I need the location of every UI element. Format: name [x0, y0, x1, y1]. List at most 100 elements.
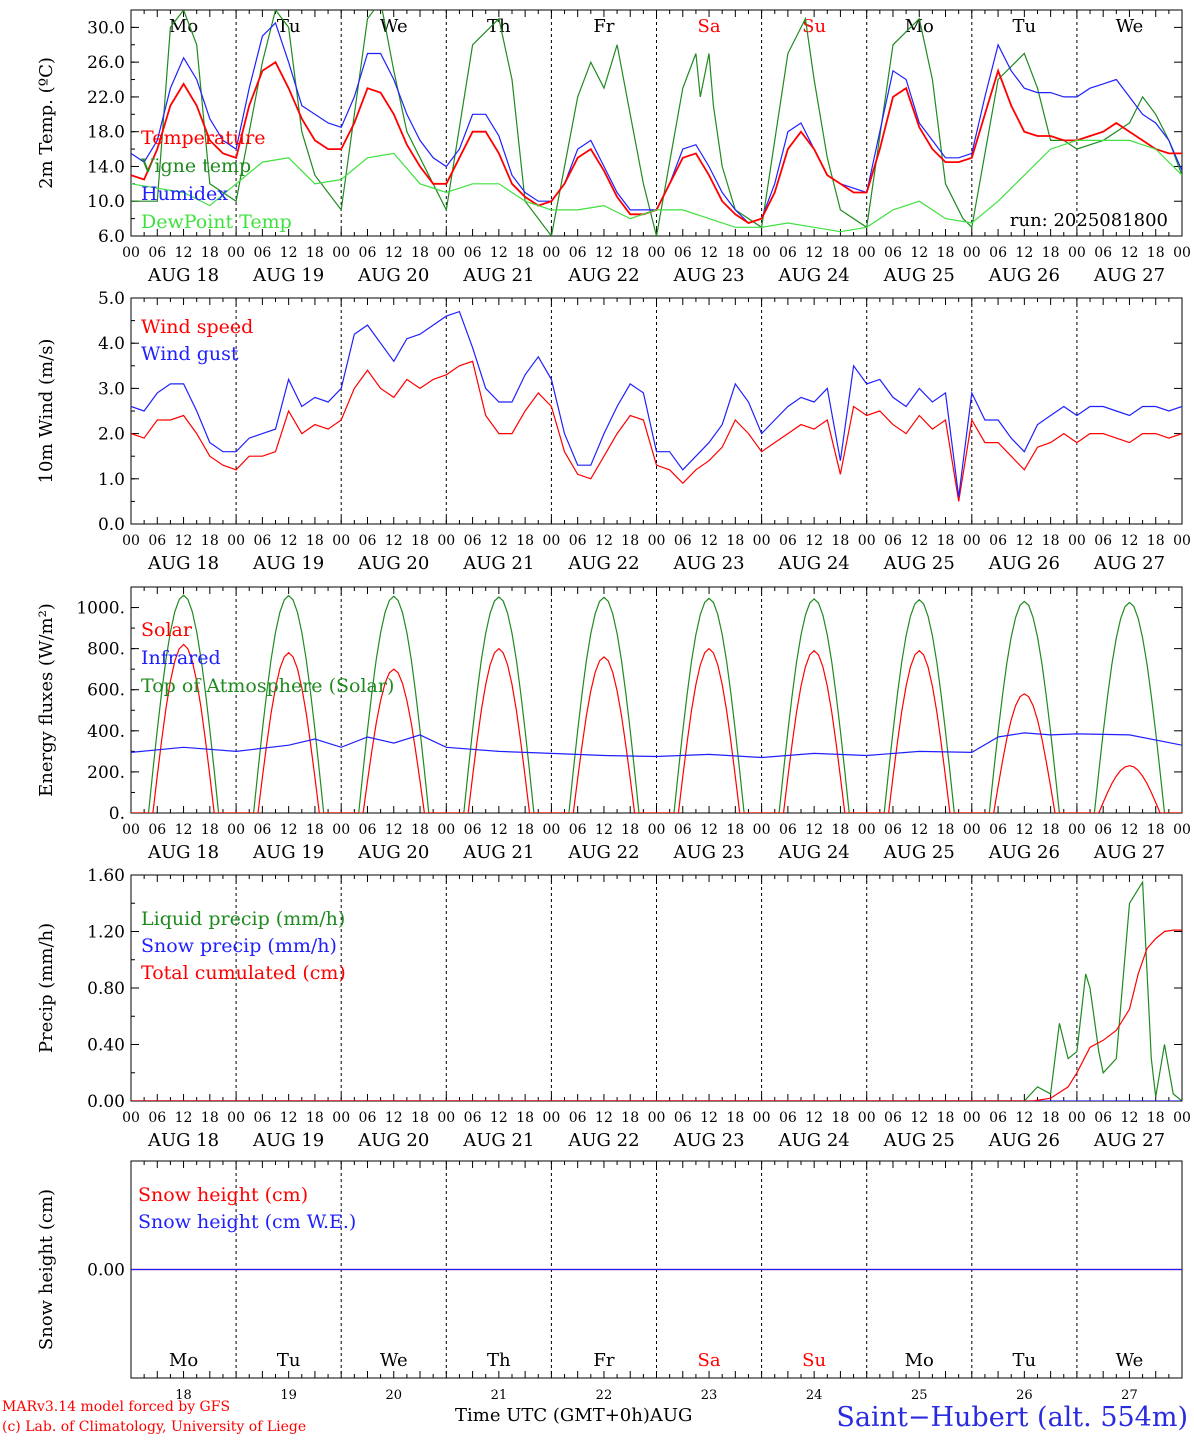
- x-hour-label: 06: [884, 533, 902, 549]
- x-hour-label: 18: [1147, 533, 1165, 549]
- lab-credit: (c) Lab. of Climatology, University of L…: [2, 1419, 307, 1435]
- legend-entry: Solar: [141, 619, 193, 641]
- day-of-week-label: Tu: [1013, 16, 1037, 37]
- x-hour-label: 00: [1068, 822, 1086, 838]
- day-number-label: 24: [806, 1388, 823, 1400]
- legend-entry: Liquid precip (mm/h): [141, 908, 345, 930]
- x-hour-label: 00: [437, 533, 455, 549]
- x-hour-label: 18: [937, 1110, 955, 1126]
- x-date-label: AUG 21: [462, 265, 534, 286]
- series-dewpoint-temp-line: [131, 139, 1182, 233]
- x-hour-label: 00: [227, 245, 245, 261]
- x-hour-label: 00: [1173, 533, 1191, 549]
- x-hour-label: 12: [490, 1110, 508, 1126]
- x-hour-label: 06: [253, 245, 271, 261]
- x-date-label: AUG 24: [778, 265, 850, 286]
- day-of-week-label: Su: [802, 1350, 826, 1371]
- series-infrared-line: [131, 732, 1182, 759]
- x-hour-label: 12: [700, 245, 718, 261]
- y-axis-label: Precip (mm/h): [36, 923, 57, 1053]
- legend-entry: Top of Atmosphere (Solar): [141, 675, 394, 697]
- x-hour-label: 18: [411, 1110, 429, 1126]
- x-hour-label: 18: [306, 245, 324, 261]
- day-number-label: 23: [701, 1388, 718, 1400]
- x-hour-label: 06: [779, 822, 797, 838]
- x-hour-label: 12: [910, 1110, 928, 1126]
- x-date-label: AUG 20: [357, 1130, 429, 1151]
- x-hour-label: 18: [937, 245, 955, 261]
- x-hour-label: 06: [359, 245, 377, 261]
- x-date-label: AUG 23: [672, 265, 744, 286]
- x-hour-label: 06: [674, 822, 692, 838]
- y-tick-label: 1.0: [98, 470, 125, 490]
- x-hour-label: 18: [411, 245, 429, 261]
- x-hour-label: 00: [963, 822, 981, 838]
- day-of-week-label: Fr: [593, 1350, 614, 1371]
- y-tick-label: 5.0: [98, 289, 125, 309]
- x-date-label: AUG 25: [883, 842, 955, 863]
- x-hour-label: 12: [700, 1110, 718, 1126]
- x-hour-label: 00: [963, 533, 981, 549]
- x-hour-label: 12: [910, 245, 928, 261]
- day-of-week-label: Mo: [169, 16, 198, 37]
- x-hour-label: 06: [359, 533, 377, 549]
- y-tick-label: 2.0: [98, 425, 125, 445]
- x-hour-label: 12: [1121, 533, 1139, 549]
- x-hour-label: 18: [937, 533, 955, 549]
- x-hour-label: 00: [332, 245, 350, 261]
- x-hour-label: 12: [805, 1110, 823, 1126]
- x-hour-label: 00: [753, 822, 771, 838]
- y-tick-label: 0.80: [87, 979, 125, 999]
- x-hour-label: 18: [832, 822, 850, 838]
- x-hour-label: 18: [201, 822, 219, 838]
- y-tick-label: 18.0: [87, 123, 125, 143]
- day-number-label: 21: [491, 1388, 508, 1400]
- y-tick-label: 22.0: [87, 88, 125, 108]
- x-date-label: AUG 25: [883, 1130, 955, 1151]
- x-date-label: AUG 20: [357, 553, 429, 574]
- x-hour-label: 00: [753, 1110, 771, 1126]
- x-hour-label: 06: [148, 822, 166, 838]
- x-hour-label: 18: [832, 1110, 850, 1126]
- day-of-week-label: Th: [487, 16, 511, 37]
- x-date-label: AUG 19: [252, 1130, 324, 1151]
- x-hour-label: 00: [227, 533, 245, 549]
- x-hour-label: 00: [648, 822, 666, 838]
- y-tick-label: 0.: [109, 804, 125, 824]
- x-hour-label: 06: [464, 822, 482, 838]
- x-hour-label: 12: [1015, 822, 1033, 838]
- x-date-label: AUG 26: [988, 553, 1060, 574]
- x-date-label: AUG 27: [1093, 553, 1165, 574]
- x-hour-label: 00: [963, 245, 981, 261]
- x-hour-label: 12: [280, 245, 298, 261]
- x-hour-label: 06: [674, 533, 692, 549]
- x-hour-label: 06: [464, 245, 482, 261]
- x-hour-label: 12: [175, 1110, 193, 1126]
- x-date-label: AUG 27: [1093, 842, 1165, 863]
- legend-entry: Wind speed: [141, 316, 253, 338]
- legend-entry: Snow height (cm W.E.): [138, 1211, 356, 1233]
- x-hour-label: 18: [306, 1110, 324, 1126]
- x-hour-label: 06: [989, 533, 1007, 549]
- x-hour-label: 06: [779, 1110, 797, 1126]
- x-hour-label: 12: [490, 822, 508, 838]
- y-tick-label: 800.: [87, 640, 125, 660]
- x-hour-label: 12: [280, 1110, 298, 1126]
- x-hour-label: 00: [1068, 1110, 1086, 1126]
- legend-entry: Humidex: [141, 183, 228, 205]
- x-hour-label: 00: [648, 245, 666, 261]
- series-solar-line: [131, 643, 1182, 813]
- x-hour-label: 00: [753, 245, 771, 261]
- x-hour-label: 06: [148, 1110, 166, 1126]
- day-of-week-label: We: [1116, 1350, 1144, 1371]
- x-hour-label: 06: [148, 533, 166, 549]
- x-date-label: AUG 18: [147, 1130, 219, 1151]
- day-of-week-label: Su: [802, 16, 826, 37]
- x-hour-label: 06: [779, 533, 797, 549]
- x-hour-label: 00: [227, 822, 245, 838]
- x-hour-label: 18: [726, 822, 744, 838]
- y-tick-label: 0.40: [87, 1036, 125, 1056]
- x-hour-label: 06: [1094, 245, 1112, 261]
- x-hour-label: 12: [805, 822, 823, 838]
